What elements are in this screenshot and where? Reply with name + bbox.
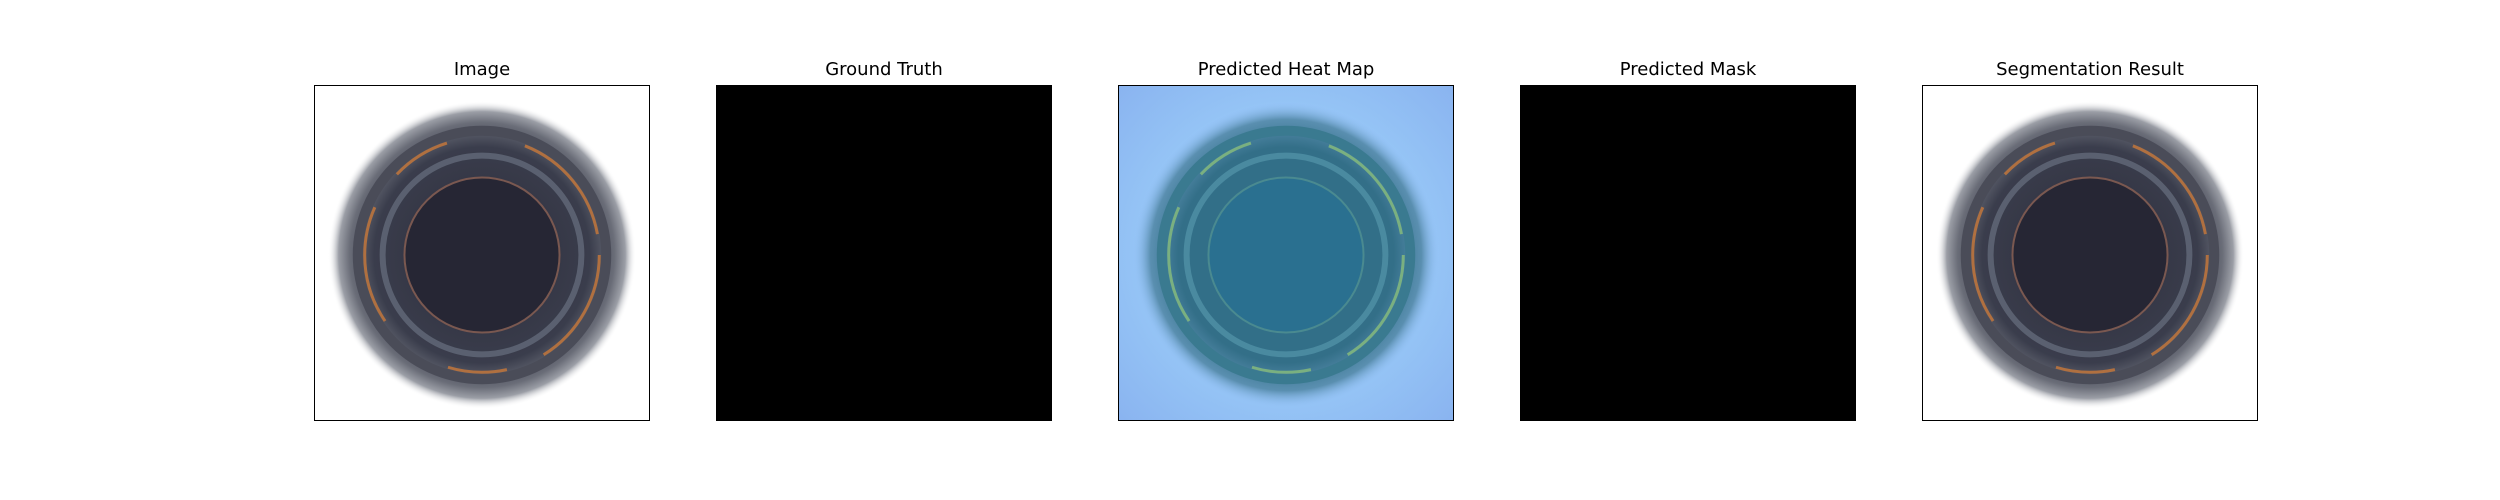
panel-title-predicted-mask: Predicted Mask (1619, 59, 1757, 80)
heat-map-overlay (1119, 86, 1453, 420)
panel-title-segmentation-result: Segmentation Result (1996, 59, 2184, 80)
panel-title-heat-map: Predicted Heat Map (1197, 59, 1375, 80)
heat-map-panel (1118, 85, 1454, 421)
bottle-photo (315, 86, 649, 420)
panel-title-image: Image (453, 59, 511, 80)
ground-truth-panel (716, 85, 1052, 421)
predicted-mask-panel (1520, 85, 1856, 421)
panel-title-ground-truth: Ground Truth (825, 59, 943, 80)
segmentation-photo (1923, 86, 2257, 420)
image-panel (314, 85, 650, 421)
segmentation-result-panel (1922, 85, 2258, 421)
